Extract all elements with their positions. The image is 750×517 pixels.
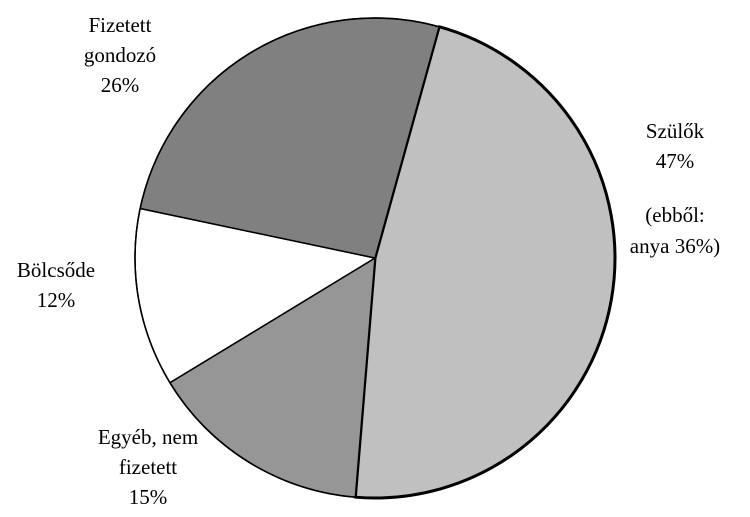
slice-label-fizetett-gondozo: Fizetett gondozó 26% [50, 10, 190, 100]
slice-note-line2: anya 36%) [629, 234, 721, 258]
slice-label-egyeb: Egyéb, nem fizetett 15% [48, 422, 248, 512]
slice-percent: 15% [128, 485, 168, 509]
slice-name-line1: Egyéb, nem [97, 425, 199, 449]
slice-name-line2: fizetett [118, 455, 178, 479]
slice-label-bolcsode: Bölcsőde 12% [0, 255, 112, 315]
slice-name-line2: gondozó [83, 43, 157, 67]
pie-outline [134, 17, 616, 499]
slice-percent: 26% [100, 73, 140, 97]
slice-name: Szülők [645, 119, 705, 143]
slice-label-szulok: Szülők 47% [600, 116, 750, 176]
slice-percent: 47% [655, 149, 695, 173]
slice-percent: 12% [36, 288, 76, 312]
slice-note-szulok: (ebből: anya 36%) [600, 200, 750, 262]
slice-name-line1: Fizetett [88, 13, 152, 37]
slice-note-line1: (ebből: [645, 203, 705, 227]
slice-name: Bölcsőde [16, 258, 96, 282]
